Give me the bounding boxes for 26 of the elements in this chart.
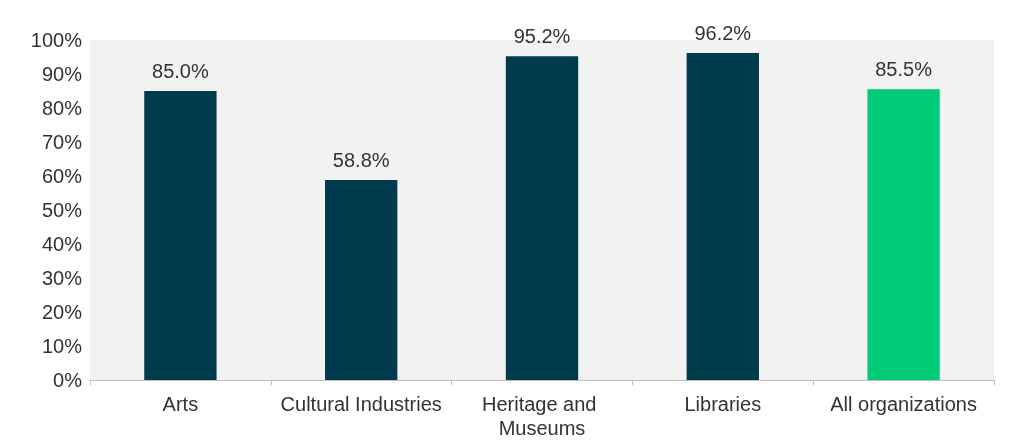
bar [325,180,398,380]
y-tick-label: 90% [41,63,83,85]
x-tick-label: Cultural Industries [280,393,442,415]
data-label: 85.5% [875,58,933,81]
bar [867,89,940,380]
x-tick-label: All organizations [830,393,977,415]
y-tick-label: 100% [30,29,83,51]
y-tick-label: 0% [53,369,83,391]
x-tick-label: Arts [162,393,199,415]
y-tick-label: 70% [41,131,83,153]
y-tick-label: 80% [41,97,83,119]
y-tick-label: 20% [41,301,83,323]
y-tick-label: 30% [41,267,83,289]
bar [144,91,217,380]
y-tick-label: 40% [41,233,83,255]
bar [686,52,759,380]
y-tick-label: 50% [41,199,83,221]
bar [505,56,579,380]
y-tick-label: 60% [41,165,83,187]
y-tick-label: 10% [41,335,83,357]
data-label: 96.2% [694,21,752,44]
x-tick-label: Heritage and Museums [481,393,603,439]
data-label: 85.0% [152,60,209,82]
x-tick-label: Libraries [684,393,762,415]
data-label: 95.2% [513,25,571,48]
data-label: 58.8% [332,149,390,172]
